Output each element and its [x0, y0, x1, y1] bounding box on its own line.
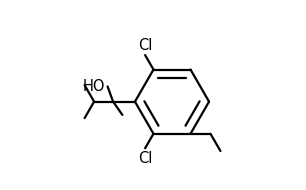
Text: HO: HO: [82, 79, 105, 94]
Text: Cl: Cl: [138, 38, 152, 53]
Text: Cl: Cl: [138, 151, 152, 166]
